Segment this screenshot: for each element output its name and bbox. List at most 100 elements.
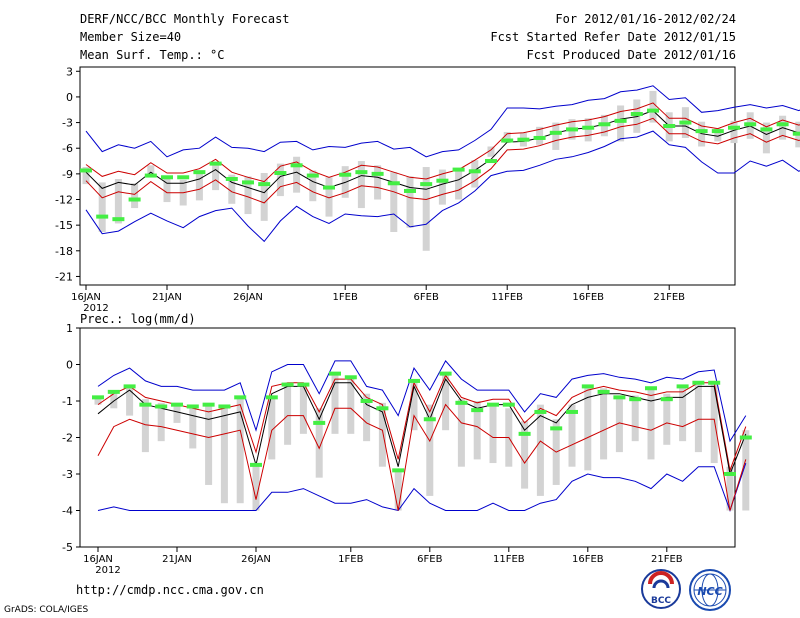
observed-marker bbox=[550, 426, 563, 431]
observed-marker bbox=[549, 130, 562, 135]
spread-box bbox=[762, 122, 770, 154]
observed-marker bbox=[155, 404, 168, 409]
observed-marker bbox=[487, 402, 499, 407]
observed-marker bbox=[355, 170, 368, 175]
observed-marker bbox=[744, 122, 757, 127]
observed-marker bbox=[258, 182, 271, 187]
spread-box bbox=[293, 156, 301, 193]
svg-text:BCC: BCC bbox=[651, 596, 671, 606]
observed-marker bbox=[695, 129, 708, 134]
x-tick-label: 16JAN bbox=[83, 554, 113, 565]
spread-box bbox=[473, 401, 481, 460]
observed-marker bbox=[250, 462, 262, 467]
spread-box bbox=[503, 131, 511, 144]
spread-box bbox=[442, 371, 450, 431]
x-tick-label: 26JAN bbox=[233, 292, 263, 303]
spread-box bbox=[410, 380, 418, 431]
observed-marker bbox=[760, 127, 773, 132]
observed-marker bbox=[281, 382, 294, 387]
observed-marker bbox=[392, 468, 405, 473]
ncc-logo: NCC bbox=[689, 569, 731, 611]
spread-box bbox=[236, 397, 244, 504]
lower-spread-line bbox=[97, 403, 747, 511]
ensemble-min-line bbox=[97, 462, 747, 513]
observed-marker bbox=[80, 168, 92, 173]
observed-marker bbox=[630, 112, 643, 117]
year-label: 2012 bbox=[95, 565, 120, 576]
observed-marker bbox=[708, 380, 721, 385]
spread-box bbox=[457, 399, 465, 467]
x-tick-label: 26JAN bbox=[241, 554, 271, 565]
spread-box bbox=[325, 177, 333, 217]
observed-marker bbox=[225, 176, 238, 181]
observed-marker bbox=[144, 173, 157, 178]
spread-box bbox=[617, 105, 625, 142]
observed-marker bbox=[647, 108, 659, 113]
observed-marker bbox=[581, 384, 594, 389]
observed-marker bbox=[209, 161, 222, 166]
observed-marker bbox=[728, 125, 740, 130]
observed-marker bbox=[171, 402, 183, 407]
spread-box bbox=[260, 173, 268, 221]
observed-marker bbox=[501, 138, 514, 143]
spread-box bbox=[244, 176, 252, 215]
spread-box bbox=[649, 90, 657, 123]
observed-marker bbox=[663, 123, 676, 128]
observed-marker bbox=[128, 197, 141, 202]
spread-box bbox=[406, 176, 414, 228]
spread-box bbox=[131, 183, 139, 209]
spread-box bbox=[455, 168, 463, 200]
observed-marker bbox=[408, 378, 420, 383]
grads-credit: GrADS: COLA/IGES bbox=[4, 605, 89, 615]
chart-panel-2: 1 0 -1 -2 -3 -4 -5 16JAN 21JAN 26JAN 1FEB 6FEB 11FEB… bbox=[62, 322, 752, 576]
spread-box bbox=[114, 178, 122, 224]
spread-box bbox=[82, 167, 90, 185]
observed-marker bbox=[614, 118, 627, 123]
spread-box bbox=[173, 402, 181, 423]
spread-box bbox=[98, 182, 106, 232]
plot-frame bbox=[79, 66, 736, 286]
spread-box bbox=[536, 404, 544, 496]
observed-marker bbox=[613, 395, 626, 400]
y-tick-label: 0 bbox=[66, 359, 73, 372]
observed-marker bbox=[692, 380, 705, 385]
spread-box bbox=[94, 397, 102, 405]
spread-box bbox=[220, 406, 228, 504]
observed-marker bbox=[518, 431, 531, 436]
observed-marker bbox=[533, 135, 546, 140]
spread-box bbox=[390, 172, 398, 232]
y-tick-label: 1 bbox=[66, 322, 73, 335]
y-tick-label: -3 bbox=[62, 468, 73, 481]
observed-marker bbox=[455, 400, 468, 405]
observed-marker bbox=[161, 175, 173, 180]
x-tick-label: 6FEB bbox=[414, 292, 439, 303]
bottom-variable-label: Prec.: log(mm/d) bbox=[80, 312, 196, 326]
spread-box bbox=[584, 118, 592, 142]
y-tick-label: -5 bbox=[62, 541, 73, 554]
observed-marker bbox=[193, 170, 206, 175]
spread-box bbox=[147, 165, 155, 174]
observed-marker bbox=[582, 125, 595, 130]
spread-box bbox=[189, 408, 197, 449]
observed-marker bbox=[297, 382, 310, 387]
observed-marker bbox=[597, 389, 610, 394]
y-tick-label: -1 bbox=[62, 395, 73, 408]
x-tick-label: 16FEB bbox=[572, 554, 604, 565]
spread-box bbox=[742, 430, 750, 511]
website-url[interactable]: http://cmdp.ncc.cma.gov.cn bbox=[76, 583, 264, 597]
observed-marker bbox=[218, 404, 231, 409]
observed-marker bbox=[234, 395, 247, 400]
upper-spread-line bbox=[85, 102, 800, 183]
chart-title: DERF/NCC/BCC Monthly Forecast bbox=[80, 12, 290, 26]
spread-box bbox=[647, 388, 655, 460]
ensemble-min-line bbox=[85, 130, 800, 243]
spread-box bbox=[422, 167, 430, 251]
observed-marker bbox=[423, 417, 436, 422]
y-tick-label: -18 bbox=[55, 245, 73, 258]
observed-marker bbox=[371, 171, 384, 176]
observed-marker bbox=[420, 182, 433, 187]
observed-marker bbox=[360, 399, 373, 403]
spread-box bbox=[600, 388, 608, 460]
spread-box bbox=[163, 177, 171, 203]
spread-box bbox=[426, 404, 434, 496]
